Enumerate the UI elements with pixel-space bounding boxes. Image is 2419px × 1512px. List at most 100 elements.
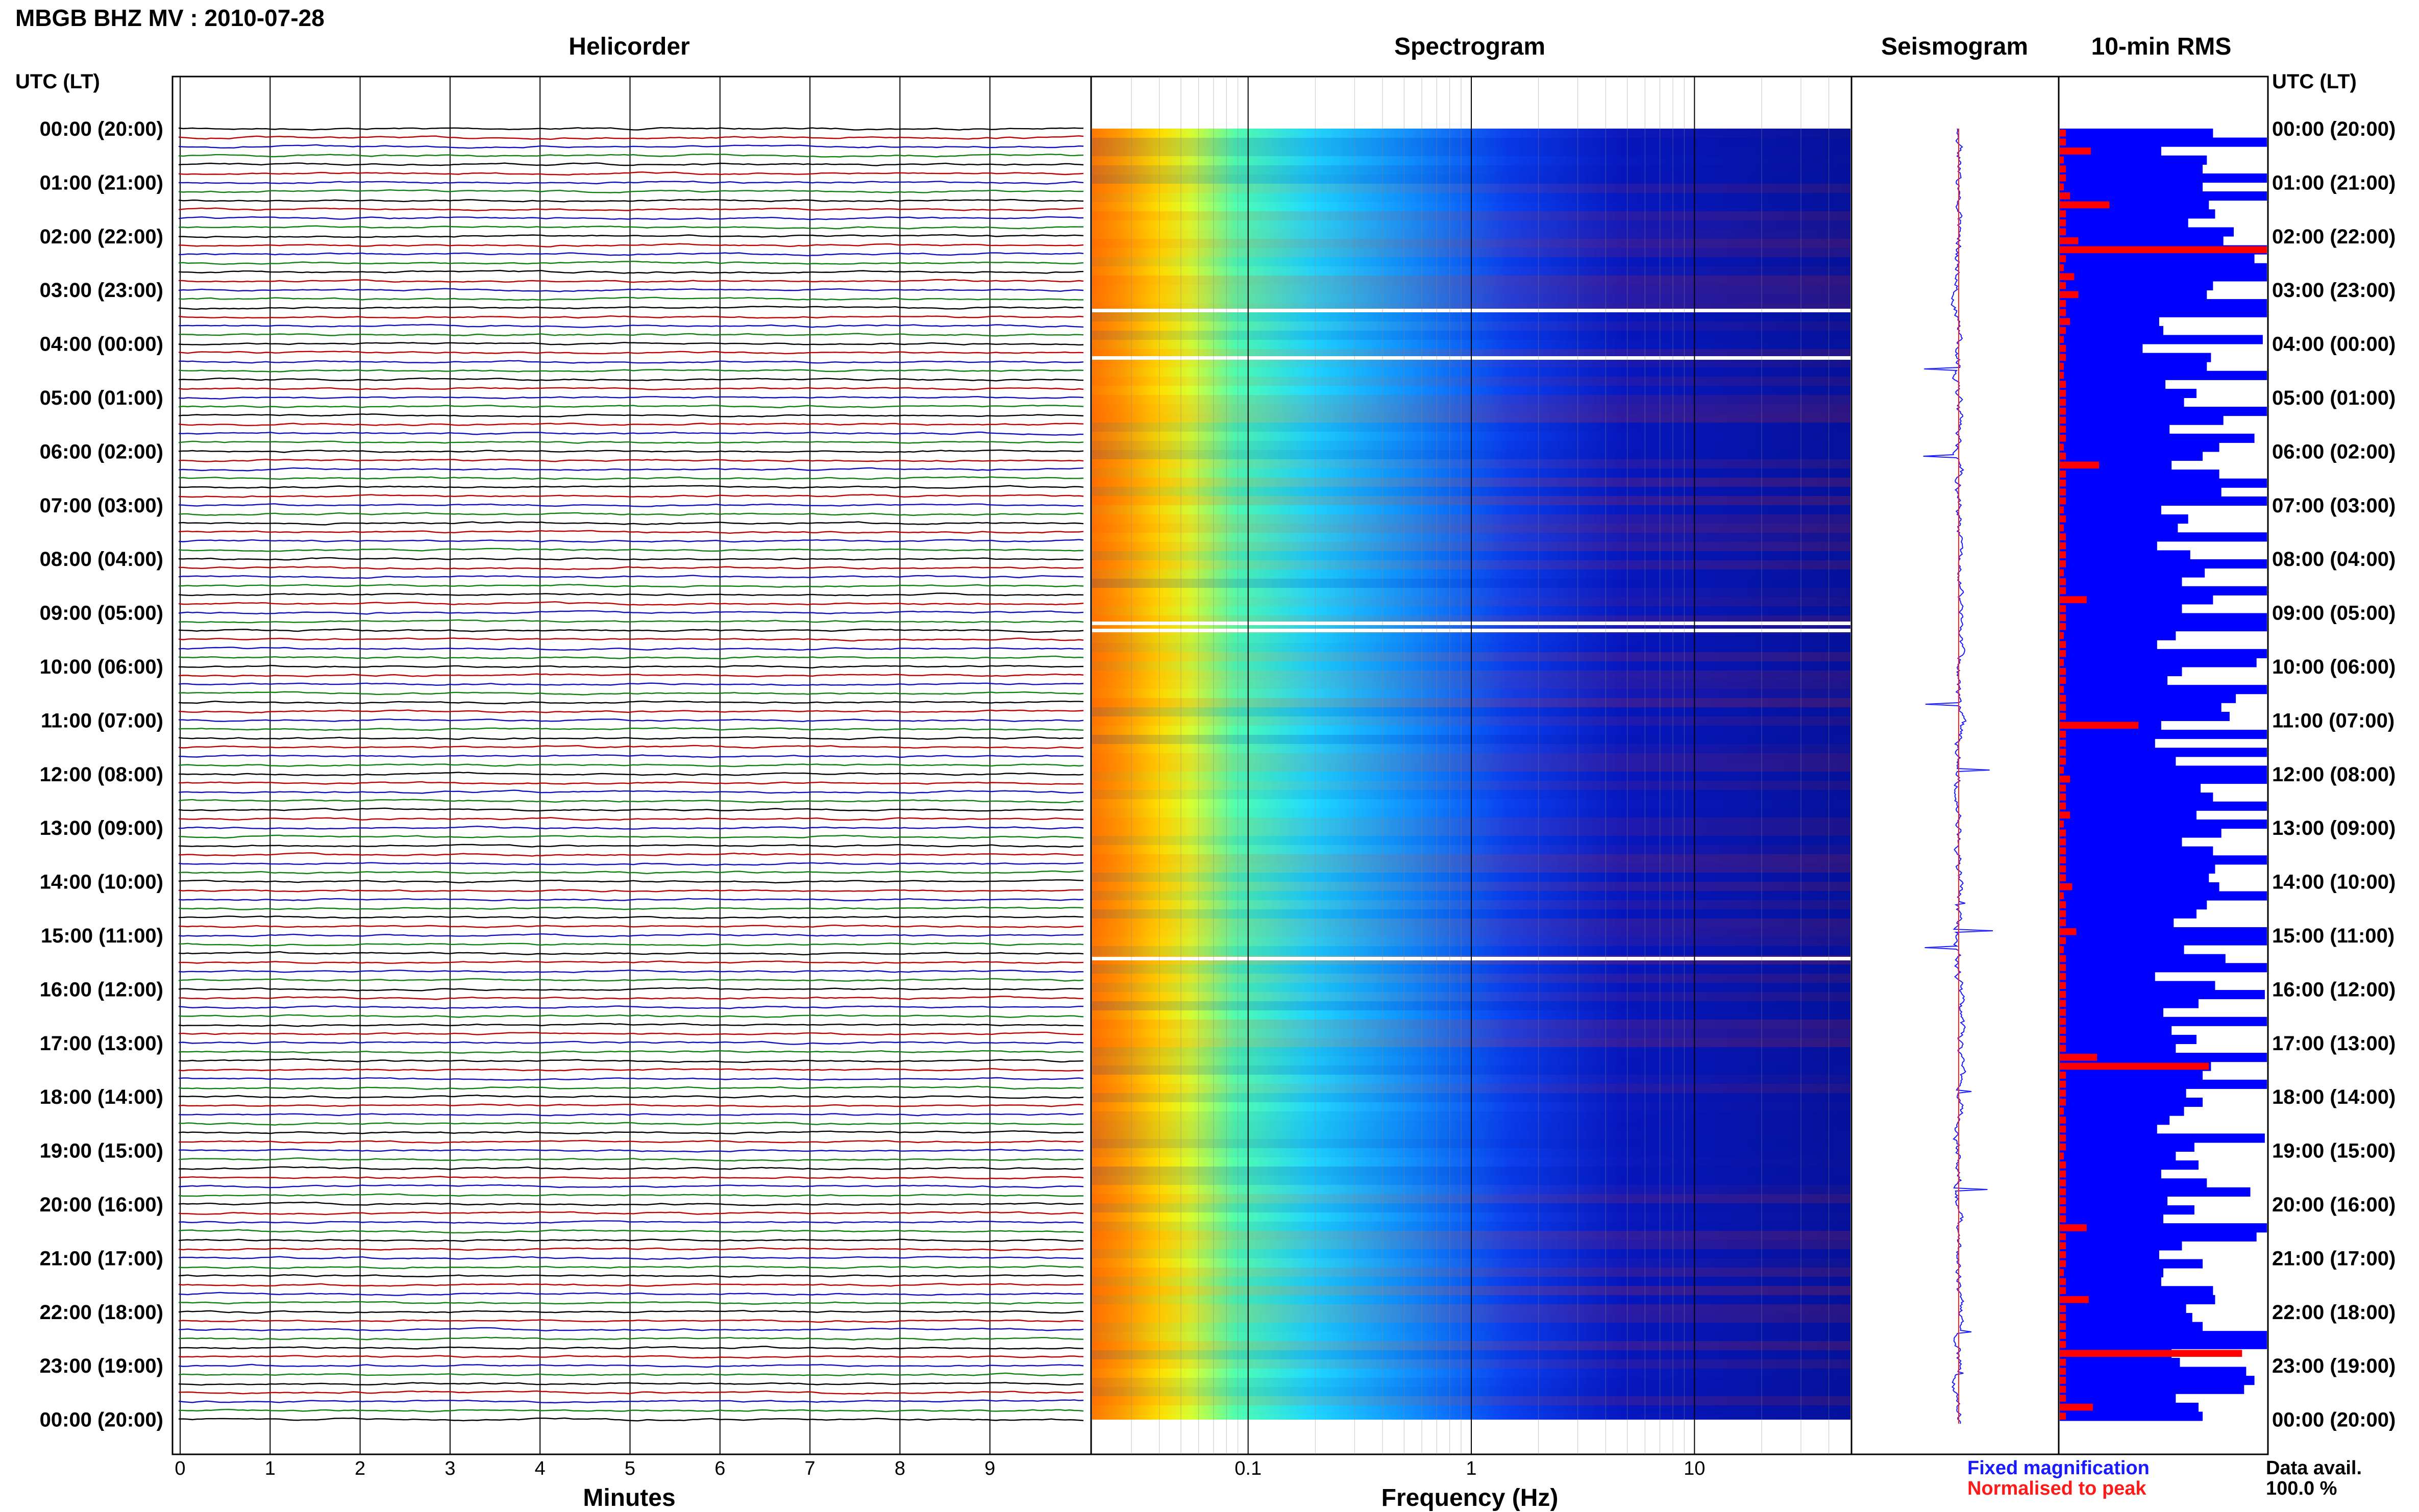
- helicorder-trace: [178, 933, 1084, 937]
- helicorder-trace: [178, 1327, 1084, 1332]
- helicorder-trace: [178, 1372, 1084, 1376]
- rms-bar-normalised: [2060, 1179, 2066, 1186]
- rms-bar-normalised: [2060, 1269, 2064, 1276]
- rms-bar-normalised: [2060, 300, 2066, 307]
- helicorder-trace: [178, 431, 1083, 436]
- helicorder-trace: [178, 1103, 1084, 1108]
- rms-bar-fixed: [2060, 1277, 2161, 1286]
- time-label-right: 07:00 (03:00): [2272, 494, 2396, 517]
- helicorder-trace: [178, 199, 1084, 203]
- rms-bar-fixed: [2060, 388, 2196, 399]
- rms-bar-normalised: [2060, 1161, 2066, 1169]
- rms-bar-fixed: [2060, 846, 2213, 856]
- rms-bar-normalised: [2060, 829, 2066, 837]
- rms-bar-normalised: [2060, 587, 2066, 594]
- rms-bar-normalised: [2060, 156, 2064, 164]
- helicorder-trace: [178, 970, 1084, 974]
- helicorder-trace: [178, 207, 1084, 211]
- helicorder-trace: [178, 978, 1084, 982]
- legend-fixed-magnification: Fixed magnification: [1967, 1457, 2150, 1479]
- rms-bar-normalised: [2060, 497, 2066, 505]
- rms-bar-normalised: [2060, 461, 2100, 469]
- rms-bar-normalised: [2060, 784, 2066, 792]
- helicorder-trace: [178, 772, 1084, 776]
- rms-bar-normalised: [2060, 138, 2066, 146]
- rms-bar-normalised: [2060, 1000, 2066, 1007]
- helicorder-trace: [178, 736, 1084, 740]
- rms-bar-fixed: [2060, 1169, 2161, 1179]
- time-label-left: 15:00 (11:00): [41, 925, 163, 947]
- rms-bar-fixed: [2060, 281, 2213, 291]
- helicorder-trace: [178, 601, 1084, 606]
- rms-bar-fixed: [2060, 945, 2184, 955]
- rms-bar-fixed: [2060, 595, 2213, 605]
- time-label-left: 07:00 (03:00): [40, 494, 163, 517]
- rms-bar-normalised: [2060, 381, 2066, 388]
- helicorder-trace: [178, 852, 1084, 857]
- helicorder-trace: [178, 1292, 1084, 1296]
- rms-bar-fixed: [2060, 227, 2234, 237]
- rms-bar-fixed: [2060, 1313, 2192, 1323]
- helicorder-trace: [178, 1005, 1084, 1009]
- rms-bar-fixed: [2060, 837, 2182, 847]
- rms-bar-fixed: [2060, 1376, 2255, 1385]
- helicorder-trace: [178, 1176, 1084, 1180]
- rms-bar-normalised: [2060, 973, 2066, 980]
- rms-bar-fixed: [2060, 550, 2190, 560]
- helicorder-trace: [178, 1399, 1084, 1404]
- rms-bar-fixed: [2060, 972, 2155, 981]
- helicorder-x-tick: 5: [625, 1458, 635, 1479]
- helicorder-trace: [178, 960, 1084, 964]
- rms-bar-normalised: [2060, 1045, 2066, 1052]
- helicorder-trace: [178, 1166, 1084, 1171]
- rms-bar-fixed: [2060, 711, 2230, 722]
- time-label-right: 19:00 (15:00): [2272, 1140, 2396, 1162]
- rms-bar-normalised: [2060, 371, 2064, 379]
- time-label-right: 14:00 (10:00): [2272, 871, 2396, 894]
- helicorder-trace: [178, 862, 1084, 866]
- helicorder-trace: [178, 1094, 1084, 1099]
- rms-bar-normalised: [2060, 318, 2070, 325]
- rms-bar-normalised: [2060, 479, 2066, 487]
- rms-bar-fixed: [2060, 1331, 2267, 1341]
- time-label-left: 12:00 (08:00): [40, 763, 163, 786]
- rms-bar-fixed: [2060, 487, 2221, 497]
- rms-bar-normalised: [2060, 1377, 2066, 1384]
- time-label-left: 00:00 (20:00): [40, 118, 163, 140]
- rms-bar-normalised: [2060, 309, 2066, 316]
- helicorder-trace: [178, 548, 1084, 552]
- rms-bar-normalised: [2060, 677, 2066, 684]
- helicorder-trace: [178, 906, 1084, 910]
- helicorder-trace: [178, 306, 1084, 310]
- helicorder-trace: [178, 637, 1084, 642]
- rms-bar-fixed: [2060, 1357, 2180, 1368]
- rms-bar-fixed: [2060, 191, 2267, 201]
- rms-bar-normalised: [2060, 847, 2066, 855]
- helicorder-xlabel: Minutes: [583, 1484, 676, 1511]
- rms-bar-fixed: [2060, 1026, 2172, 1035]
- helicorder-trace: [178, 1274, 1084, 1278]
- rms-bar-fixed: [2060, 864, 2215, 874]
- rms-bar-normalised: [2060, 964, 2066, 971]
- rms-bar-normalised: [2060, 1296, 2089, 1303]
- rms-bar-fixed: [2060, 1304, 2186, 1313]
- rms-bar-normalised: [2060, 982, 2066, 989]
- rms-bar-normalised: [2060, 354, 2066, 361]
- helicorder-trace: [178, 341, 1084, 346]
- rms-bar-fixed: [2060, 730, 2267, 739]
- rms-bar-normalised: [2060, 811, 2070, 819]
- helicorder-x-tick: 1: [265, 1458, 276, 1479]
- helicorder-trace: [178, 799, 1084, 804]
- rms-bar-normalised: [2060, 488, 2066, 495]
- time-label-left: 10:00 (06:00): [40, 656, 163, 678]
- helicorder-trace: [178, 1113, 1084, 1117]
- helicorder-trace: [178, 816, 1084, 821]
- rms-bar-fixed: [2060, 1106, 2184, 1116]
- helicorder-trace: [178, 1417, 1084, 1422]
- helicorder-trace: [178, 1077, 1084, 1081]
- helicorder-trace: [178, 700, 1084, 705]
- rms-bar-normalised: [2060, 1323, 2066, 1330]
- helicorder-trace: [178, 987, 1084, 992]
- rms-bar-normalised: [2060, 237, 2079, 244]
- rms-bar-fixed: [2060, 783, 2201, 793]
